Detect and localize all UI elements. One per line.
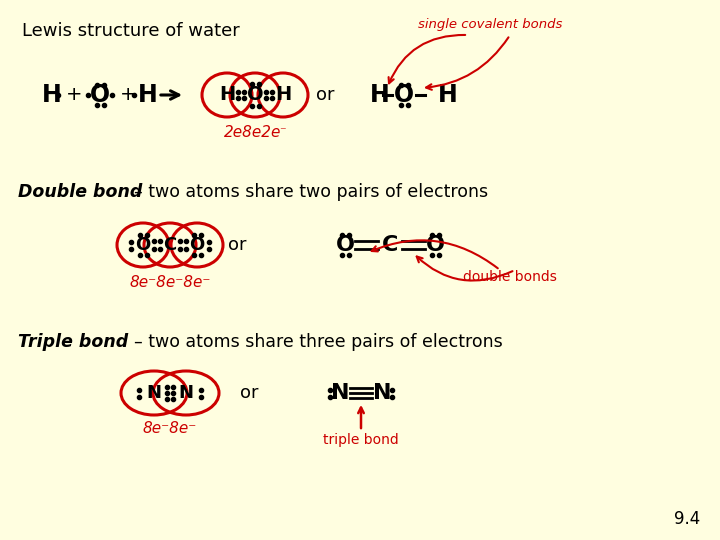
Text: – two atoms share two pairs of electrons: – two atoms share two pairs of electrons	[134, 183, 488, 201]
Text: N: N	[373, 383, 391, 403]
Text: O: O	[394, 83, 414, 107]
Text: 2e8e2e: 2e8e2e	[225, 125, 282, 140]
Text: H: H	[219, 85, 235, 105]
Text: N: N	[146, 384, 161, 402]
Text: O: O	[90, 83, 110, 107]
Text: 8e⁻8e⁻8e⁻: 8e⁻8e⁻8e⁻	[130, 275, 211, 290]
Text: N: N	[179, 384, 194, 402]
Text: H: H	[438, 83, 458, 107]
Text: +: +	[66, 85, 83, 105]
Text: O: O	[336, 235, 354, 255]
Text: H: H	[42, 83, 62, 107]
Text: 9.4: 9.4	[674, 510, 700, 528]
Text: H: H	[138, 83, 158, 107]
Text: – two atoms share three pairs of electrons: – two atoms share three pairs of electro…	[134, 333, 503, 351]
Text: O: O	[189, 236, 204, 254]
Text: triple bond: triple bond	[323, 433, 399, 447]
Text: O: O	[426, 235, 444, 255]
Text: single covalent bonds: single covalent bonds	[418, 18, 562, 31]
Text: O: O	[247, 85, 264, 105]
Text: C: C	[382, 235, 398, 255]
Text: Double bond: Double bond	[18, 183, 143, 201]
Text: Triple bond: Triple bond	[18, 333, 128, 351]
Text: H: H	[275, 85, 291, 105]
Text: or: or	[228, 236, 246, 254]
Text: O: O	[135, 236, 150, 254]
Text: or: or	[240, 384, 258, 402]
Text: N: N	[330, 383, 349, 403]
Text: H: H	[370, 83, 390, 107]
Text: +: +	[120, 85, 137, 105]
Text: ⁻: ⁻	[279, 125, 286, 138]
Text: C: C	[163, 236, 176, 254]
Text: or: or	[316, 86, 335, 104]
Text: double bonds: double bonds	[463, 270, 557, 284]
Text: 8e⁻8e⁻: 8e⁻8e⁻	[143, 421, 197, 436]
Text: Lewis structure of water: Lewis structure of water	[22, 22, 240, 40]
